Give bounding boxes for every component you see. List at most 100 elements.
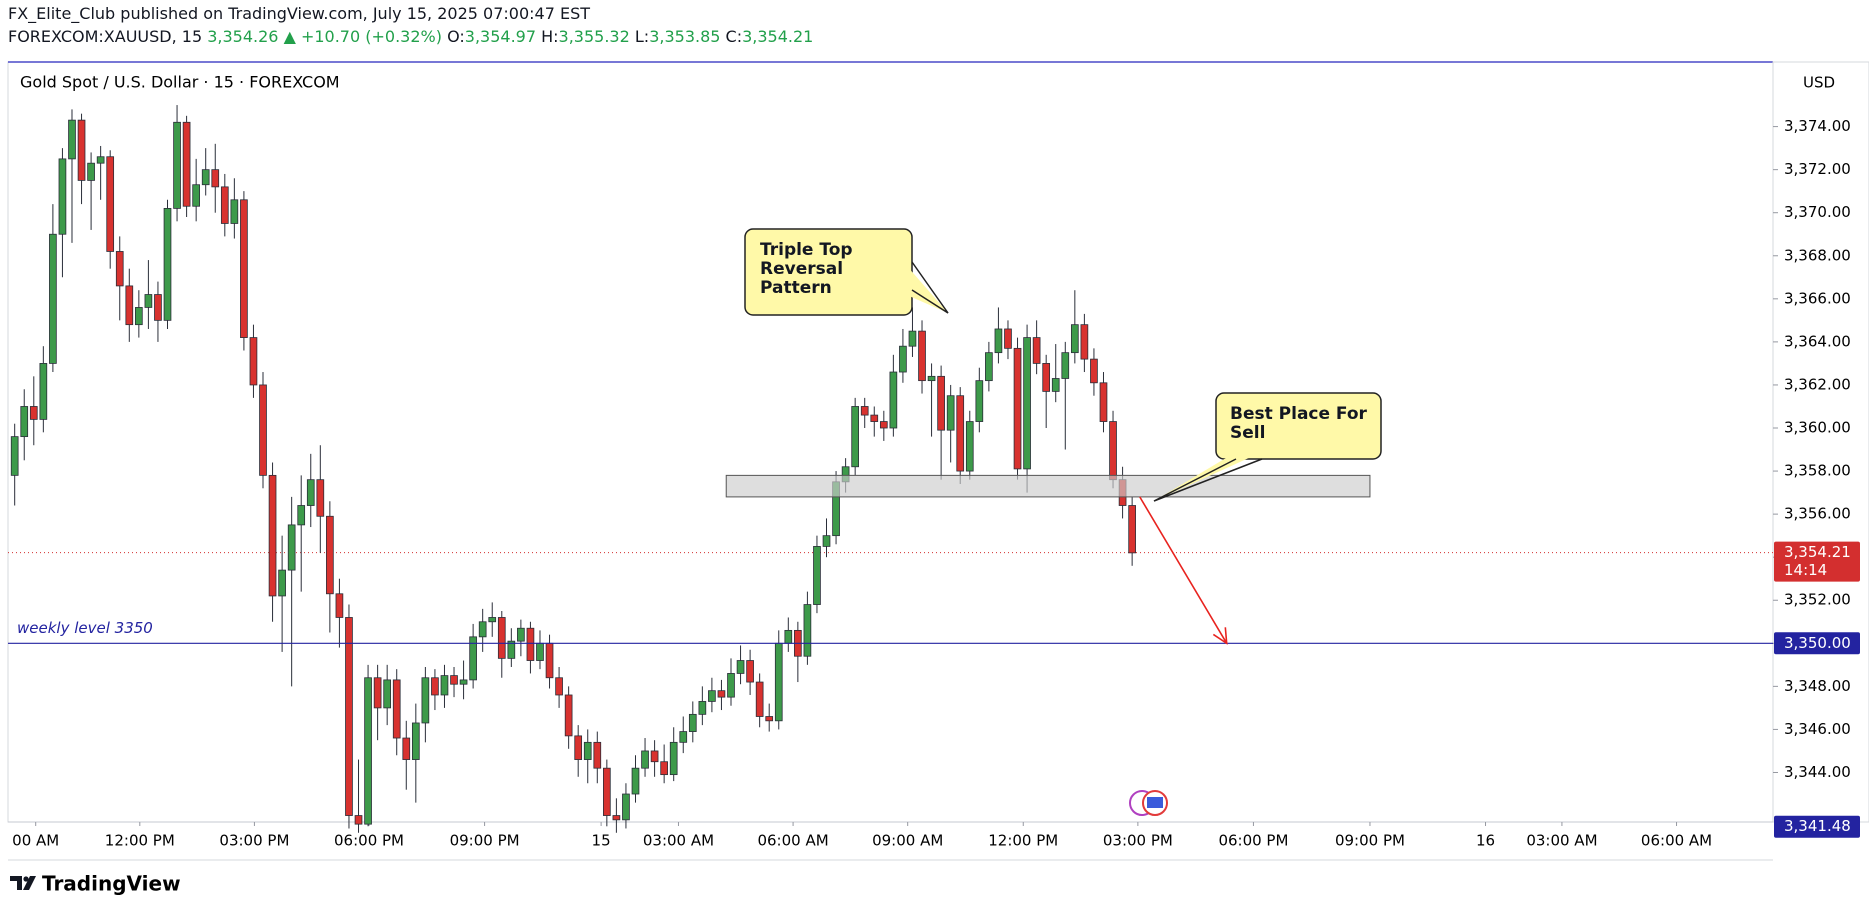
candle-body	[192, 184, 200, 207]
y-tick-label: 3,356.00	[1784, 505, 1851, 523]
candle-body	[10, 436, 19, 476]
candle-body	[96, 156, 105, 164]
candle-body	[249, 337, 258, 386]
candle-body	[230, 199, 239, 224]
candle-body	[77, 119, 86, 181]
candle-body	[612, 815, 621, 821]
candle-body	[354, 815, 363, 825]
candle-body	[364, 677, 372, 825]
x-tick-label: 06:00 PM	[334, 832, 404, 850]
y-tick-label: 3,362.00	[1784, 375, 1851, 393]
candle-body	[622, 793, 630, 821]
candle-body	[125, 285, 134, 326]
candle-body	[1023, 337, 1031, 470]
zone	[725, 474, 1371, 498]
last-price-box	[1774, 541, 1860, 582]
currency: USD	[1803, 74, 1835, 92]
candle-body	[383, 679, 392, 709]
symbol: FOREXCOM:XAUUSD, 15	[8, 27, 203, 46]
countdown: 14:14	[1784, 561, 1827, 579]
x-tick-label: 00 AM	[12, 832, 59, 850]
y-tick-label: 3,360.00	[1784, 419, 1851, 437]
candle-body	[784, 629, 793, 644]
footer-logo: TradingView	[10, 872, 181, 896]
candle-body	[899, 345, 907, 373]
candle-body	[526, 627, 535, 661]
candle-body	[268, 474, 277, 597]
x-tick-label: 06:00 PM	[1218, 832, 1288, 850]
callout-text: Triple Top Reversal Pattern	[760, 241, 853, 298]
low-price-label: 3,341.48	[1784, 817, 1851, 835]
candle-body	[746, 660, 754, 683]
candle-body	[1109, 421, 1117, 481]
candle-body	[135, 307, 143, 326]
candle-body	[478, 621, 487, 638]
callout-tail	[1154, 452, 1262, 501]
x-tick-label: 09:00 PM	[450, 832, 520, 850]
candle-body	[650, 750, 659, 763]
brand: TradingView	[42, 872, 181, 896]
candle-body	[240, 199, 248, 338]
candle-body	[1080, 324, 1089, 360]
candle-body	[688, 713, 697, 732]
candle-body	[87, 162, 95, 181]
candle-body	[58, 158, 67, 235]
candle-body	[975, 380, 984, 422]
candle-body	[889, 371, 898, 429]
y-tick-label: 3,352.00	[1784, 591, 1851, 609]
candle-body	[536, 642, 544, 661]
candle-body	[1099, 382, 1108, 422]
candle-body	[220, 186, 229, 224]
last-price-label: 3,354.21	[1784, 543, 1851, 561]
candle-body	[431, 677, 439, 696]
y-tick-label: 3,372.00	[1784, 160, 1851, 178]
candle-body	[259, 384, 267, 476]
y-tick-label: 3,344.00	[1784, 763, 1851, 781]
candle-body	[641, 750, 649, 769]
candle-body	[1013, 347, 1022, 470]
symbol-line: FOREXCOM:XAUUSD, 15 3,354.26 ▲ +10.70 (+…	[8, 27, 813, 46]
candle-body	[1128, 505, 1136, 554]
callout-line: Pattern	[760, 278, 832, 298]
callout-line: Reversal	[760, 259, 844, 279]
candle-body	[870, 414, 879, 422]
level-label: weekly level 3350	[17, 619, 153, 637]
y-tick-label: 3,366.00	[1784, 289, 1851, 307]
x-tick-label: 09:00 PM	[1335, 832, 1405, 850]
callout-line: Triple Top	[760, 240, 853, 260]
candle-body	[440, 675, 449, 696]
candle-body	[985, 352, 993, 382]
chart-title: Gold Spot / U.S. Dollar · 15 · FOREXCOM	[20, 73, 340, 92]
candle-body	[201, 169, 210, 186]
arrow-head	[1212, 627, 1228, 645]
candle-body	[411, 722, 420, 760]
x-tick-label: 03:00 PM	[219, 832, 289, 850]
x-tick-label: 12:00 PM	[105, 832, 175, 850]
logo-mark	[23, 876, 36, 890]
x-tick-label: 09:00 AM	[872, 832, 943, 850]
candle-body	[603, 767, 611, 816]
candle-body	[316, 479, 325, 517]
ohlc-value: 3,354.97	[464, 27, 537, 46]
candle-body	[144, 294, 153, 308]
callout-box	[1215, 392, 1382, 460]
candle-body	[459, 679, 468, 685]
candle-body	[1061, 352, 1070, 379]
candle-body	[908, 330, 917, 347]
ohlc-label: H:	[541, 27, 559, 46]
candle-body	[297, 505, 306, 526]
candle-body	[765, 716, 774, 722]
candle-body	[965, 421, 974, 472]
candle-body	[736, 660, 745, 674]
candle-body	[68, 119, 76, 160]
candle-body	[326, 515, 334, 595]
callout-line: Sell	[1230, 423, 1266, 443]
candle-body	[507, 640, 516, 659]
candle-body	[631, 767, 640, 795]
candle-body	[306, 479, 315, 506]
candle-body	[803, 604, 812, 657]
candle-body	[555, 677, 563, 696]
x-tick-label: 12:00 PM	[988, 832, 1058, 850]
price: 3,354.26	[207, 27, 279, 46]
